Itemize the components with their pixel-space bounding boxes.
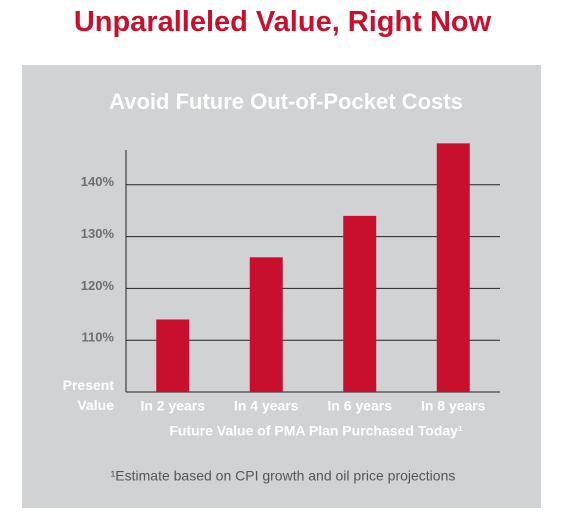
x-axis-label: Future Value of PMA Plan Purchased Today… <box>169 423 463 439</box>
x-tick-label: In 2 years <box>140 398 205 414</box>
y-tick-label: Present Value <box>62 377 114 413</box>
y-tick-label: 140% <box>81 174 115 189</box>
y-tick-label: 110% <box>81 330 114 345</box>
bar <box>156 319 190 392</box>
x-tick-label: In 8 years <box>421 398 486 414</box>
y-tick-label: 120% <box>81 278 115 293</box>
bar <box>343 215 377 392</box>
footnote: ¹Estimate based on CPI growth and oil pr… <box>111 468 456 484</box>
y-tick-label: 130% <box>81 226 115 241</box>
x-tick-label: In 4 years <box>234 398 299 414</box>
bar <box>249 257 283 392</box>
bar <box>436 143 470 392</box>
chart-title: Avoid Future Out-of-Pocket Costs <box>109 89 463 114</box>
x-tick-label: In 6 years <box>327 398 392 414</box>
page-title: Unparalleled Value, Right Now <box>73 6 492 38</box>
